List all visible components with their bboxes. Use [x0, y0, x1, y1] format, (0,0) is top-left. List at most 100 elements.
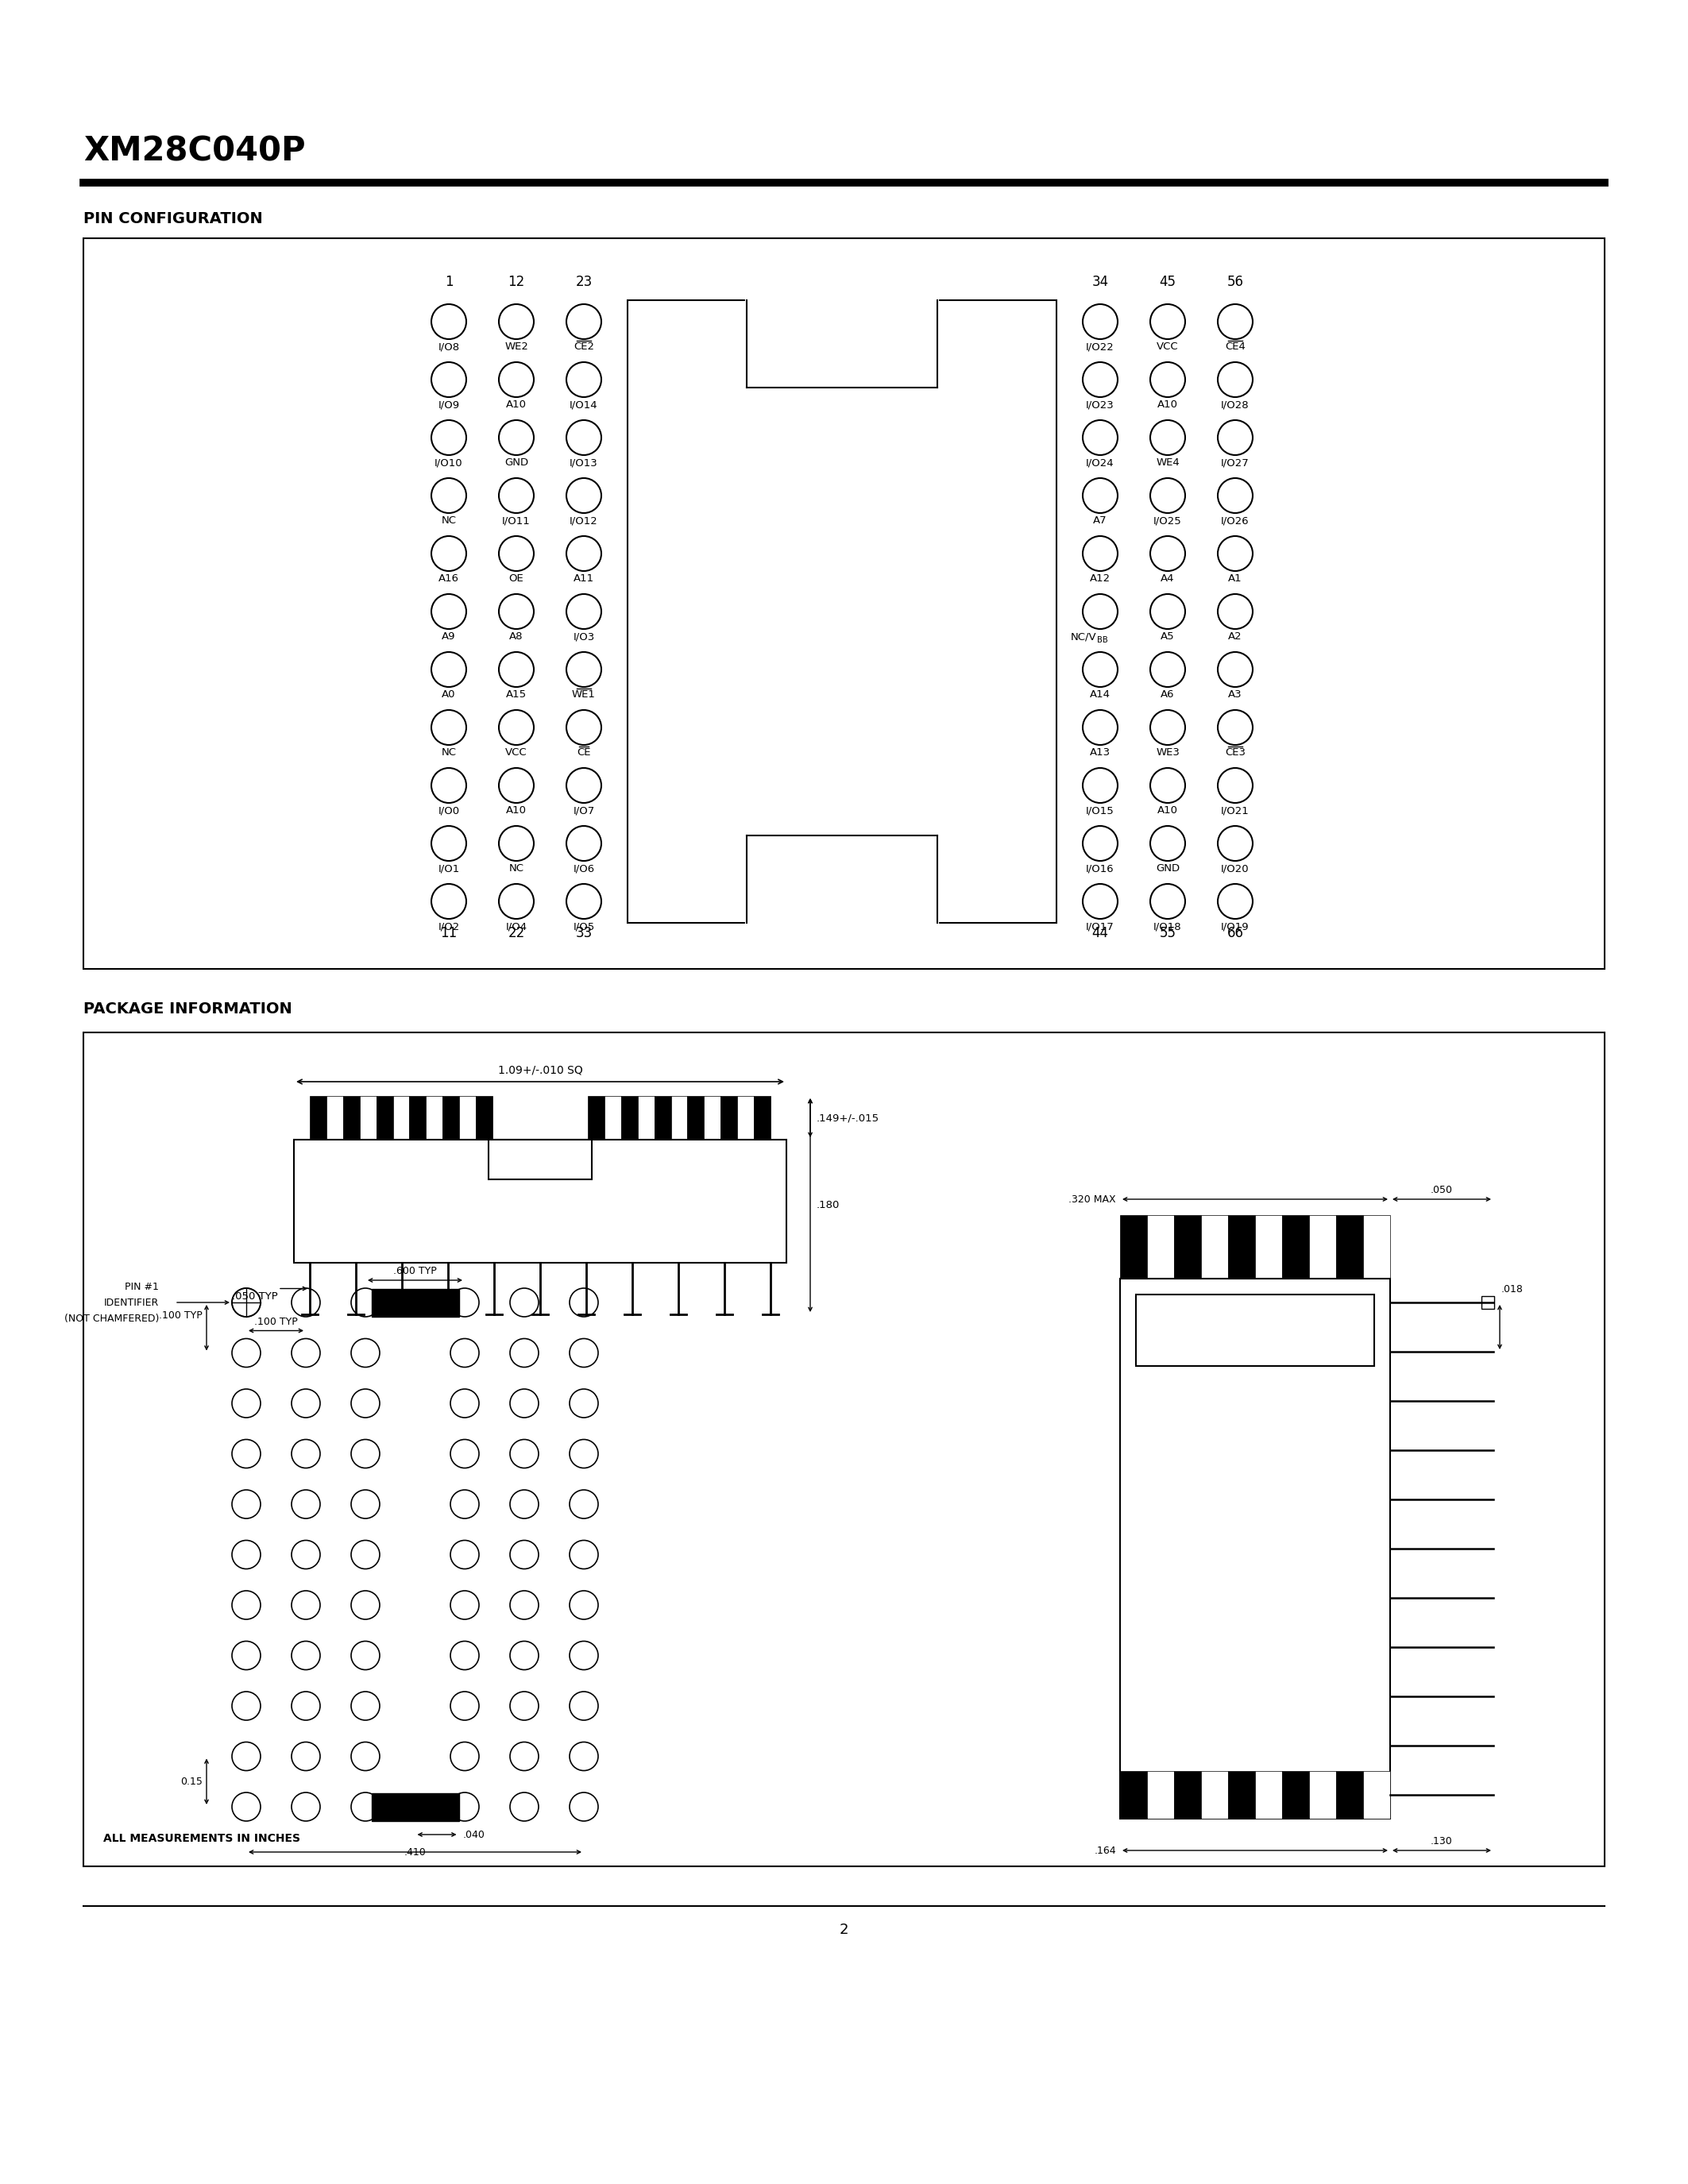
Text: A10: A10 [506, 400, 527, 411]
Bar [343, 1096, 360, 1140]
Bar [1202, 1771, 1229, 1819]
Text: .180: .180 [817, 1199, 841, 1210]
Text: .320 MAX: .320 MAX [1069, 1195, 1116, 1203]
Bar [1283, 1214, 1310, 1278]
Text: I/O6: I/O6 [574, 863, 594, 874]
Text: I/O11: I/O11 [501, 515, 530, 526]
Text: I/O7: I/O7 [572, 806, 594, 815]
Text: 2: 2 [839, 1922, 847, 1937]
Text: PIN CONFIGURATION: PIN CONFIGURATION [83, 212, 263, 225]
Text: BB: BB [1097, 636, 1107, 644]
Text: I/O27: I/O27 [1220, 456, 1249, 467]
Bar [1229, 1771, 1256, 1819]
Bar [371, 1289, 459, 1317]
Text: I/O24: I/O24 [1085, 456, 1114, 467]
Text: I/O19: I/O19 [1220, 922, 1249, 933]
Bar [425, 1096, 442, 1140]
Text: PACKAGE INFORMATION: PACKAGE INFORMATION [83, 1000, 292, 1016]
Text: A5: A5 [1161, 631, 1175, 642]
Bar [376, 1096, 393, 1140]
Bar [1121, 1771, 1148, 1819]
Bar [1136, 1295, 1374, 1365]
Text: .100 TYP: .100 TYP [255, 1317, 297, 1326]
Text: I/O28: I/O28 [1220, 400, 1249, 411]
Text: 1.09+/-.010 SQ: 1.09+/-.010 SQ [498, 1064, 582, 1075]
Bar [83, 238, 1605, 970]
Text: .018: .018 [1501, 1284, 1524, 1295]
Text: I/O8: I/O8 [439, 341, 459, 352]
Text: I/O17: I/O17 [1085, 922, 1114, 933]
Text: I/O1: I/O1 [437, 863, 459, 874]
Bar [488, 1140, 592, 1179]
Bar [587, 1096, 604, 1140]
Text: WE3: WE3 [1156, 747, 1180, 758]
Text: WE4: WE4 [1156, 456, 1180, 467]
Text: XM28C040P: XM28C040P [83, 133, 306, 168]
Bar [1148, 1771, 1175, 1819]
Text: I/O16: I/O16 [1085, 863, 1114, 874]
Text: WE2: WE2 [505, 341, 528, 352]
Text: I/O23: I/O23 [1085, 400, 1114, 411]
Bar [1175, 1771, 1202, 1819]
Text: CE4: CE4 [1225, 341, 1246, 352]
Text: 11: 11 [441, 926, 457, 941]
Text: .040: .040 [463, 1830, 484, 1839]
Text: A10: A10 [1158, 400, 1178, 411]
Bar [371, 1793, 459, 1821]
Bar [1310, 1771, 1337, 1819]
Bar [393, 1096, 410, 1140]
Bar [1283, 1771, 1310, 1819]
Bar [1202, 1214, 1229, 1278]
Bar [311, 1096, 326, 1140]
Bar [670, 1096, 687, 1140]
Text: 12: 12 [508, 275, 525, 288]
Bar [1229, 1214, 1256, 1278]
Text: 23: 23 [576, 275, 592, 288]
Text: .149+/-.015: .149+/-.015 [817, 1112, 879, 1123]
Text: I/O20: I/O20 [1220, 863, 1249, 874]
Text: A14: A14 [1090, 690, 1111, 699]
Text: A4: A4 [1161, 574, 1175, 583]
Text: 33: 33 [576, 926, 592, 941]
Text: I/O21: I/O21 [1220, 806, 1249, 815]
Text: A11: A11 [574, 574, 594, 583]
Text: A9: A9 [442, 631, 456, 642]
Text: .130: .130 [1431, 1837, 1453, 1845]
Text: 1: 1 [444, 275, 452, 288]
Bar [1337, 1771, 1364, 1819]
Text: A1: A1 [1229, 574, 1242, 583]
Text: 45: 45 [1160, 275, 1177, 288]
Text: (NOT CHAMFERED): (NOT CHAMFERED) [64, 1313, 159, 1324]
Text: A8: A8 [510, 631, 523, 642]
Bar [604, 1096, 621, 1140]
Text: I/O2: I/O2 [437, 922, 459, 933]
Text: 66: 66 [1227, 926, 1244, 941]
Text: 44: 44 [1092, 926, 1109, 941]
Text: .164: .164 [1094, 1845, 1116, 1856]
Text: I/O5: I/O5 [572, 922, 594, 933]
Bar [655, 1096, 670, 1140]
Text: I/O26: I/O26 [1220, 515, 1249, 526]
Bar [1364, 1771, 1391, 1819]
Text: 55: 55 [1160, 926, 1177, 941]
Text: NC: NC [508, 863, 523, 874]
Text: A16: A16 [439, 574, 459, 583]
Text: I/O10: I/O10 [436, 456, 463, 467]
Text: NC: NC [441, 515, 456, 526]
Bar [442, 1096, 459, 1140]
Text: PIN #1: PIN #1 [125, 1282, 159, 1291]
Bar [1337, 1214, 1364, 1278]
Text: GND: GND [505, 456, 528, 467]
Bar [1256, 1771, 1283, 1819]
Bar [1482, 1295, 1494, 1308]
Text: OE: OE [508, 574, 523, 583]
Text: CE3: CE3 [1225, 747, 1246, 758]
Bar [704, 1096, 721, 1140]
Text: NC/V: NC/V [1070, 631, 1096, 642]
Text: A2: A2 [1229, 631, 1242, 642]
Text: I/O22: I/O22 [1085, 341, 1114, 352]
Text: .050 TYP: .050 TYP [233, 1291, 279, 1302]
Text: A10: A10 [506, 806, 527, 815]
Text: .050: .050 [1431, 1186, 1453, 1195]
Bar [1364, 1214, 1391, 1278]
